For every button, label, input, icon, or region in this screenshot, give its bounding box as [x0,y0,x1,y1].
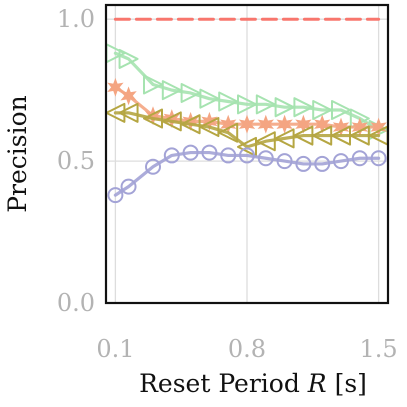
series-line [113,111,381,149]
data-point-triangle-right [237,94,257,115]
data-point-triangle-left [180,114,201,135]
data-point-triangle-right [180,82,201,103]
data-point-star [107,77,124,97]
data-point-triangle-right [199,88,220,109]
data-point-circle [295,155,312,172]
data-point-circle [351,150,368,167]
data-point-circle [239,147,255,164]
data-point-star [201,111,218,131]
data-point-circle [333,153,349,170]
data-point-triangle-left [255,131,276,152]
series-layer [105,17,389,204]
data-point-circle [257,150,274,167]
data-point-triangle-right [312,100,333,121]
data-point-triangle-left [199,117,220,138]
data-point-star [314,114,331,134]
data-point-triangle-right [118,48,139,69]
x-axis-label: Reset Period R [s] [139,369,367,398]
data-point-triangle-left [118,102,139,123]
data-point-triangle-left [105,102,126,123]
data-point-star [295,114,312,134]
data-point-triangle-right [255,94,276,115]
x-tick-label: 0.1 [96,335,134,363]
y-axis-label: Precision [3,95,32,213]
data-point-triangle-left [161,111,182,132]
data-point-circle [220,147,237,164]
data-point-triangle-right [331,100,351,121]
data-point-circle [370,150,387,167]
x-axis-label-text: Reset Period [139,369,300,398]
series-4 [107,144,387,204]
plot-frame [104,3,390,305]
x-axis-label-variable: R [307,369,327,398]
data-point-star [276,114,293,134]
tick-layer: 0.1 0.8 1.5 0.0 0.5 1.0 [57,5,398,363]
data-point-triangle-right [218,91,239,112]
data-point-star [257,114,274,134]
data-point-triangle-right [274,97,295,118]
data-point-circle [314,155,331,172]
data-point-circle [276,153,293,170]
y-tick-label: 0.5 [57,147,95,175]
data-point-circle [120,178,137,195]
data-point-triangle-left [274,128,295,149]
data-point-circle [182,144,199,161]
data-point-triangle-left [218,122,239,143]
data-point-triangle-left [143,108,163,129]
y-tick-label: 0.0 [57,289,95,317]
data-point-star [120,86,137,106]
data-point-triangle-left [237,136,257,157]
data-point-circle [145,158,161,175]
data-point-triangle-right [293,97,314,118]
data-point-triangle-right [143,74,163,95]
data-point-triangle-right [161,80,182,101]
x-tick-label: 0.8 [228,335,266,363]
data-point-circle [163,147,180,164]
data-point-circle [201,144,218,161]
y-tick-label: 1.0 [57,5,95,33]
x-axis-label-unit: [s] [335,369,367,398]
data-point-star [238,114,256,134]
x-tick-label: 1.5 [360,335,398,363]
data-point-circle [107,187,124,204]
